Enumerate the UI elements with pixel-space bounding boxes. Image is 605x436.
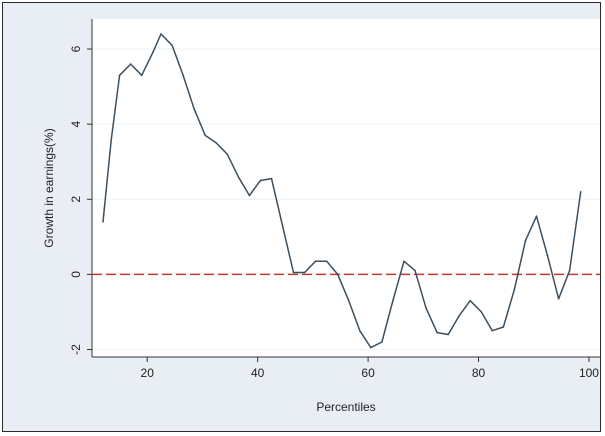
data-point <box>502 326 505 328</box>
data-point <box>403 260 405 263</box>
data-point <box>469 299 472 302</box>
data-point <box>270 177 273 180</box>
series-layer <box>102 33 582 349</box>
data-point <box>557 297 560 300</box>
y-axis-title: Growth in earnings(%) <box>42 128 56 247</box>
x-tick-label: 40 <box>251 366 265 380</box>
y-tick-label: 2 <box>69 196 83 203</box>
data-point <box>237 175 240 178</box>
data-point <box>303 271 306 274</box>
data-point <box>292 271 295 274</box>
data-point <box>392 299 394 302</box>
data-point <box>425 307 427 309</box>
y-tick-label: -2 <box>69 344 83 355</box>
y-axis-ticks: -2 0 2 4 6 <box>69 45 92 355</box>
data-point <box>325 260 328 263</box>
x-axis-ticks: 20 40 60 80 100 <box>141 357 599 380</box>
data-point <box>129 63 132 65</box>
data-point <box>480 311 483 313</box>
data-point <box>436 331 438 334</box>
data-point <box>215 142 218 144</box>
data-point <box>491 329 494 332</box>
data-point <box>579 190 582 193</box>
x-tick-label: 80 <box>472 366 486 380</box>
data-point <box>118 74 121 77</box>
data-point <box>102 221 104 223</box>
plot-area <box>92 19 600 357</box>
y-tick-label: 6 <box>69 45 83 52</box>
data-point <box>381 341 383 343</box>
data-point <box>259 179 262 182</box>
data-point <box>314 260 317 263</box>
x-axis-title: Percentiles <box>316 400 375 414</box>
line-chart: 20 40 60 80 100 -2 0 2 4 6 Percentiles Growth in… <box>42 19 600 414</box>
data-point <box>193 108 195 110</box>
data-point <box>347 299 350 302</box>
data-point <box>336 273 339 276</box>
data-point <box>458 314 460 317</box>
data-point <box>151 52 154 54</box>
data-point <box>182 74 184 77</box>
data-point <box>447 333 449 336</box>
data-point <box>110 138 113 140</box>
data-point <box>359 329 361 332</box>
data-point <box>171 44 173 47</box>
data-point <box>513 288 516 291</box>
x-tick-label: 60 <box>361 366 375 380</box>
data-point <box>535 215 538 217</box>
data-point <box>546 254 549 257</box>
chart-frame: 20 40 60 80 100 -2 0 2 4 6 Percentiles Growth in… <box>2 2 601 432</box>
x-tick-label: 100 <box>579 366 599 380</box>
y-tick-label: 0 <box>69 271 83 278</box>
data-point <box>414 269 416 272</box>
data-point <box>568 269 571 272</box>
data-point <box>524 239 527 242</box>
data-point <box>248 194 251 197</box>
data-point <box>160 33 162 35</box>
data-point <box>281 224 284 227</box>
data-point <box>226 153 229 155</box>
data-point <box>140 74 143 77</box>
data-point <box>204 134 206 137</box>
y-tick-label: 4 <box>69 120 83 127</box>
x-tick-label: 20 <box>141 366 155 380</box>
data-point <box>370 346 372 349</box>
